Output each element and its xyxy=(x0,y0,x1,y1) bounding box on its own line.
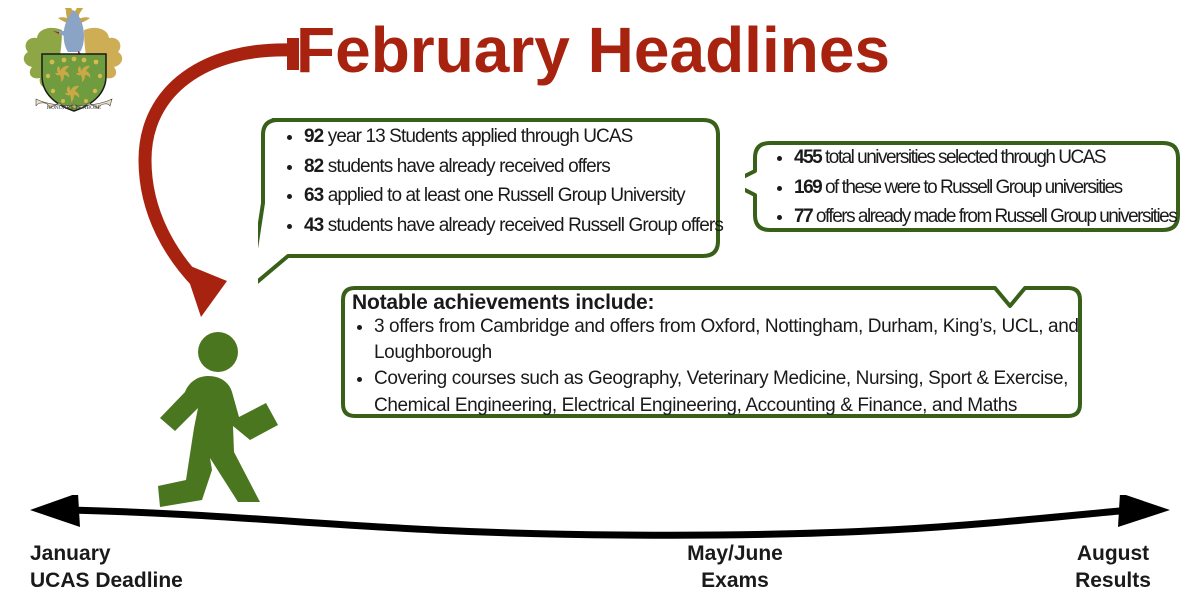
svg-text:HONORE ET LABORE: HONORE ET LABORE xyxy=(47,105,102,111)
